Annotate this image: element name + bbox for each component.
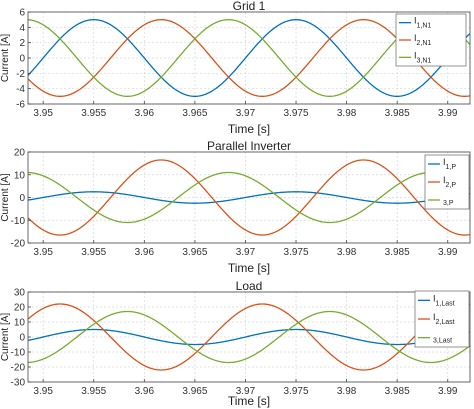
x-tick-label: 3.955	[81, 108, 106, 119]
y-tick-label: 20	[14, 303, 26, 314]
y-tick-label: 30	[14, 288, 26, 299]
x-tick-label: 3.975	[284, 386, 309, 397]
x-axis-label: Time [s]	[228, 394, 270, 408]
x-tick-label: 3.96	[135, 108, 155, 119]
legend-entry: 3,P	[443, 200, 454, 207]
y-tick-label: -20	[11, 239, 26, 250]
x-tick-label: 3.95	[33, 386, 53, 397]
y-axis-label: Current [A]	[0, 313, 11, 362]
x-tick-label: 3.98	[337, 386, 357, 397]
x-tick-label: 3.955	[81, 247, 106, 258]
chart-panel-1: 3.95 3.955 3.96 3.965 3.97 3.975 3.98 3.985 3.99…	[0, 0, 471, 136]
legend-subscript: 2,P	[446, 182, 457, 189]
y-tick-label: 0	[19, 333, 25, 344]
x-tick-label: 3.98	[337, 108, 357, 119]
y-tick-label: -30	[11, 378, 26, 389]
y-tick-label: 20	[14, 148, 26, 159]
legend-subscript: 1,N1	[417, 23, 432, 30]
legend-subscript: 3,N1	[417, 57, 432, 64]
x-tick-label: 3.99	[438, 108, 458, 119]
x-tick-label: 3.98	[337, 247, 357, 258]
chart-title: Parallel Inverter	[207, 139, 291, 153]
series-line-2	[28, 159, 470, 236]
x-axis-label: Time [s]	[228, 261, 270, 275]
x-tick-label: 3.96	[135, 247, 155, 258]
x-tick-label: 3.975	[284, 108, 309, 119]
series-line-2	[28, 303, 470, 371]
legend-subscript: 1,P	[446, 164, 457, 171]
y-tick-label: -10	[11, 348, 26, 359]
legend-subscript: 3,Last	[433, 338, 452, 345]
x-tick-label: 3.95	[33, 108, 53, 119]
legend-subscript: 1,Last	[436, 300, 455, 307]
x-tick-label: 3.965	[182, 386, 207, 397]
series-line-3	[28, 171, 470, 224]
x-tick-label: 3.97	[236, 247, 256, 258]
x-tick-label: 3.97	[236, 386, 256, 397]
y-tick-label: -6	[16, 100, 25, 111]
x-tick-label: 3.97	[236, 108, 256, 119]
y-tick-label: 10	[14, 318, 26, 329]
x-tick-label: 3.955	[81, 386, 106, 397]
x-tick-label: 3.96	[135, 386, 155, 397]
y-tick-label: -2	[16, 69, 25, 80]
legend-subscript: 3,P	[443, 200, 454, 207]
y-tick-label: 4	[19, 23, 25, 34]
y-tick-label: -10	[11, 216, 26, 227]
y-tick-label: 0	[19, 54, 25, 65]
chart-panel-3: 3.95 3.955 3.96 3.965 3.97 3.975 3.98 3.985 3.99…	[0, 279, 471, 408]
y-tick-label: 6	[19, 8, 25, 19]
y-tick-label: 2	[19, 38, 25, 49]
legend-subscript: 2,N1	[417, 40, 432, 47]
series-line-1	[28, 19, 470, 97]
x-tick-label: 3.965	[182, 108, 207, 119]
x-tick-label: 3.985	[385, 247, 410, 258]
x-tick-label: 3.975	[284, 247, 309, 258]
y-tick-label: 0	[19, 193, 25, 204]
x-tick-label: 3.985	[385, 108, 410, 119]
y-tick-label: -20	[11, 363, 26, 374]
legend-entry: 3,Last	[433, 338, 452, 345]
x-tick-label: 3.99	[438, 386, 458, 397]
y-tick-label: -4	[16, 84, 25, 95]
x-tick-label: 3.965	[182, 247, 207, 258]
y-tick-label: 10	[14, 170, 26, 181]
chart-title: Grid 1	[233, 0, 266, 13]
y-axis-label: Current [A]	[0, 173, 11, 222]
series-line-3	[28, 310, 470, 364]
legend-subscript: 2,Last	[436, 319, 455, 326]
x-axis-label: Time [s]	[228, 122, 270, 136]
series-line-1	[28, 328, 470, 346]
legend: I1,PI2,P3,P	[424, 154, 470, 210]
y-axis-label: Current [A]	[0, 34, 11, 83]
series-line-1	[28, 191, 470, 204]
x-tick-label: 3.99	[438, 247, 458, 258]
x-tick-label: 3.985	[385, 386, 410, 397]
chart-panel-2: 3.95 3.955 3.96 3.965 3.97 3.975 3.98 3.985 3.99…	[0, 139, 471, 275]
chart-title: Load	[236, 279, 263, 293]
x-tick-label: 3.95	[33, 247, 53, 258]
